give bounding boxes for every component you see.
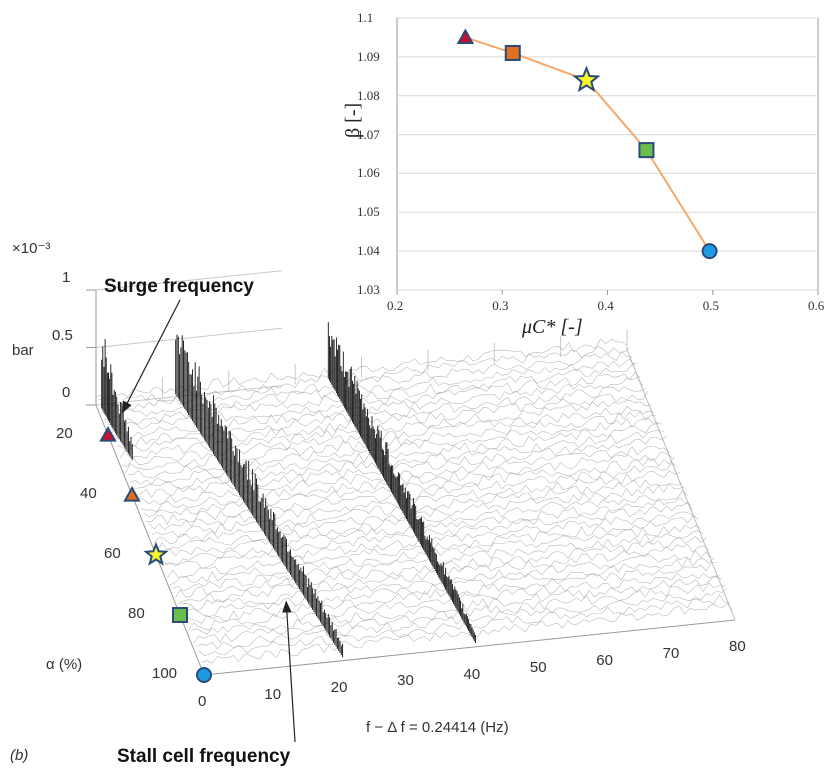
alpha-axis-line [95, 404, 205, 676]
inset-plot-frame [396, 17, 819, 291]
inset-x-tick-0.3: 0.3 [492, 298, 509, 313]
noise-trace [161, 502, 694, 565]
x-tick-80: 80 [729, 638, 746, 655]
noise-trace [143, 456, 675, 518]
inset-point-4 [638, 142, 655, 159]
y-axis-label: α (%) [46, 656, 83, 673]
noise-trace [127, 417, 659, 479]
noise-trace [156, 490, 688, 553]
alpha-tick-40: 40 [80, 485, 97, 502]
inset-y-tick-1.06: 1.06 [357, 165, 380, 181]
z-axis-label: bar [12, 342, 34, 359]
x-tick-10: 10 [264, 686, 282, 704]
stall-arrow [282, 600, 296, 743]
x-tick-50: 50 [529, 658, 547, 676]
noise-trace [135, 435, 667, 499]
inset-y-tick-1.05: 1.05 [357, 204, 380, 220]
noise-trace [196, 588, 728, 650]
alpha-marker-80 [172, 607, 188, 623]
noise-trace [201, 602, 733, 664]
inset-x-tick-0.2: 0.2 [387, 298, 404, 313]
x-axis-label: f − Δ f = 0.24414 (Hz) [366, 719, 509, 736]
inset-x-tick-0.4: 0.4 [597, 298, 614, 313]
back-wall-gridline [95, 327, 282, 348]
alpha-marker-40 [123, 485, 141, 502]
freq-axis-line [203, 619, 736, 676]
inset-point-3 [572, 65, 601, 93]
z-multiplier: ×10⁻³ [12, 240, 51, 257]
noise-trace [151, 479, 683, 538]
inset-chart [396, 17, 819, 295]
peak-ridge-2 [175, 334, 344, 658]
inset-point-1 [456, 28, 475, 45]
noise-trace [198, 594, 731, 657]
noise-trace [140, 451, 673, 513]
x-tick-0: 0 [198, 693, 207, 710]
alpha-tick-80: 80 [128, 605, 145, 622]
waterfall-grid [86, 270, 736, 676]
inset-point-5 [701, 243, 718, 260]
inset-x-axis-label: μC* [-] [522, 316, 583, 338]
back-wall-gridline [95, 270, 282, 291]
x-tick-30: 30 [397, 672, 414, 690]
alpha-marker-100 [196, 667, 212, 683]
alpha-tick-60: 60 [104, 545, 121, 562]
noise-trace [190, 576, 723, 635]
inset-y-tick-1.04: 1.04 [357, 243, 380, 259]
noise-trace [138, 445, 670, 505]
annotation-surge: Surge frequency [104, 276, 254, 297]
x-tick-40: 40 [463, 665, 481, 683]
annotation-arrows [121, 299, 296, 743]
annotation-stall: Stall cell frequency [117, 746, 291, 767]
waterfall-peaks [101, 322, 476, 658]
right-edge-line [626, 349, 736, 621]
noise-trace [130, 423, 662, 485]
alpha-marker-20 [99, 425, 117, 442]
noise-trace [119, 399, 651, 459]
inset-y-tick-1.07: 1.07 [357, 126, 380, 142]
noise-trace [124, 410, 657, 474]
inset-y-tick-1.09: 1.09 [357, 48, 380, 64]
inset-y-tick-1.1: 1.1 [357, 10, 374, 25]
alpha-tick-100: 100 [152, 665, 178, 682]
x-tick-20: 20 [330, 679, 348, 697]
panel-label: (b) [10, 747, 29, 764]
z-tick-1: 1 [62, 269, 71, 286]
x-tick-70: 70 [662, 644, 680, 662]
noise-trace [132, 430, 665, 490]
x-tick-60: 60 [596, 651, 613, 669]
surge-arrow [121, 299, 181, 414]
noise-trace [148, 470, 680, 531]
noise-trace [159, 497, 691, 561]
z-tick-05: 0.5 [52, 327, 73, 344]
peak-ridge-1 [101, 339, 133, 460]
inset-x-tick-0.6: 0.6 [808, 298, 825, 313]
alpha-tick-20: 20 [56, 425, 73, 442]
inset-x-tick-0.5: 0.5 [702, 298, 719, 313]
noise-trace [146, 462, 678, 525]
waterfall-markers [99, 425, 212, 683]
noise-trace [122, 405, 654, 467]
inset-y-tick-1.03: 1.03 [357, 282, 380, 297]
noise-trace [164, 511, 696, 569]
alpha-marker-60 [143, 541, 169, 566]
inset-y-tick-1.08: 1.08 [357, 87, 380, 103]
noise-trace [169, 524, 702, 586]
noise-trace [153, 482, 686, 545]
inset-point-2 [504, 44, 521, 61]
z-tick-0: 0 [62, 384, 71, 401]
peak-ridge-3 [327, 322, 476, 644]
noise-trace [172, 530, 704, 592]
